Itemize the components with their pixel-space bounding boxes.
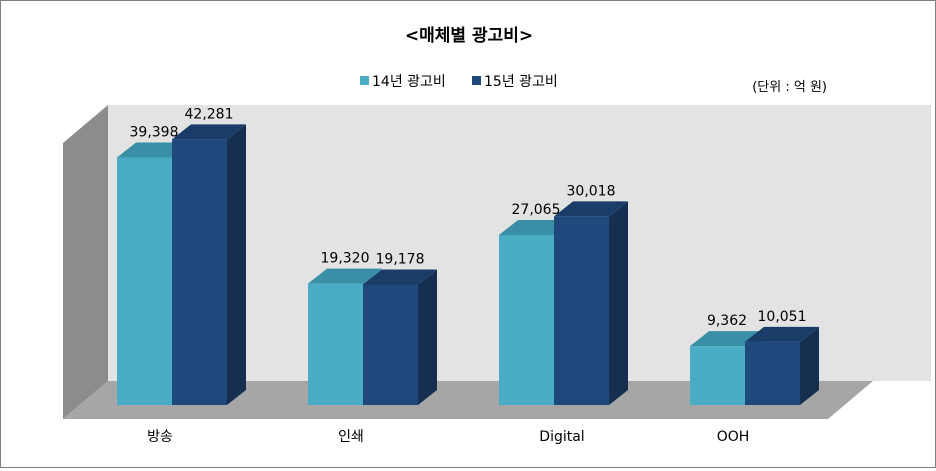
bar-3-1 (745, 326, 819, 405)
bar-top (308, 268, 382, 284)
legend-label-0: 14년 광고비 (372, 74, 446, 90)
data-labels: 39,398 42,281 19,320 19,178 27,065 30,018 9,36… (130, 106, 807, 329)
category-label: Digital (539, 429, 584, 445)
bar-front (172, 139, 227, 405)
data-label: 27,065 (512, 202, 561, 218)
bar-side (418, 269, 437, 405)
bar-0-1 (172, 124, 246, 405)
bar-side (609, 201, 628, 405)
data-label: 39,398 (130, 124, 179, 140)
side-wall (63, 105, 108, 419)
bars (117, 124, 819, 405)
data-label: 42,281 (185, 106, 234, 122)
floor (63, 381, 873, 419)
unit-label: (단위 : 억 원) (752, 80, 827, 95)
data-label: 19,320 (321, 251, 370, 267)
bar-front (745, 341, 800, 405)
bar-2-1 (554, 201, 628, 405)
bar-side (800, 326, 819, 405)
legend-swatch-1 (472, 76, 481, 85)
legend: 14년 광고비 15년 광고비 (360, 74, 558, 90)
category-label: 인쇄 (338, 429, 364, 445)
bar-1-1 (363, 269, 437, 405)
bar-side (227, 124, 246, 405)
bar-front (690, 346, 745, 405)
data-label: 10,051 (758, 309, 807, 325)
category-label: OOH (717, 429, 750, 445)
legend-label-1: 15년 광고비 (484, 74, 558, 90)
bar-top (363, 269, 437, 285)
bar-top (172, 124, 246, 140)
data-label: 19,178 (376, 252, 425, 268)
bar-front (117, 157, 172, 405)
data-label: 9,362 (707, 313, 747, 329)
category-labels: 방송 인쇄 Digital OOH (147, 429, 749, 445)
legend-swatch-0 (360, 76, 369, 85)
bar-front (554, 216, 609, 405)
bar-front (308, 283, 363, 405)
bar-front (499, 234, 554, 405)
bar-top (554, 201, 628, 217)
data-label: 30,018 (567, 183, 616, 199)
bar-top (745, 326, 819, 342)
chart-title: <매체별 광고비> (405, 26, 533, 46)
category-label: 방송 (147, 429, 173, 445)
bar-front (363, 284, 418, 405)
